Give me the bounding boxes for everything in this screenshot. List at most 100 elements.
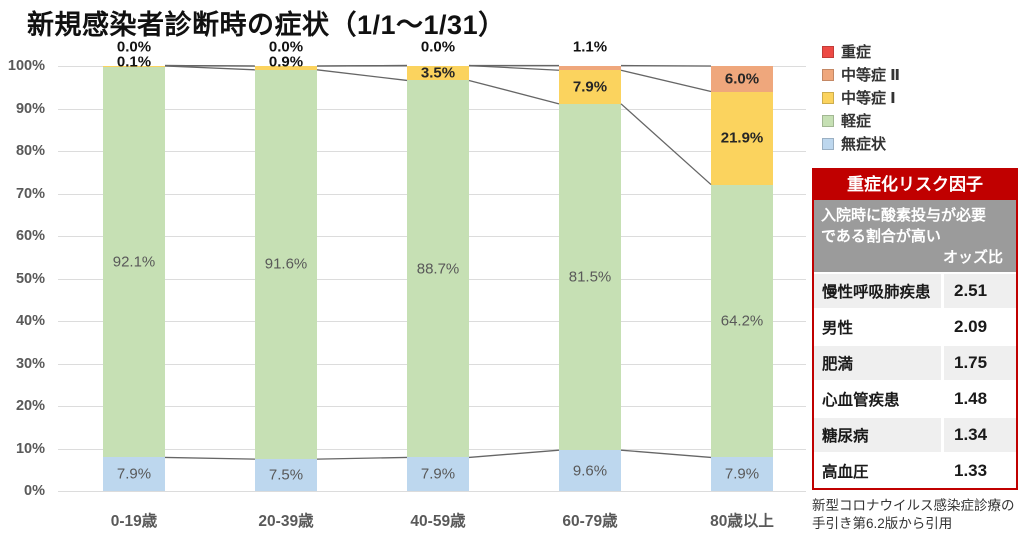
risk-table-row: 心血管疾患 1.48 — [814, 380, 1016, 416]
risk-table-row: 男性 2.09 — [814, 308, 1016, 344]
risk-row-label: 糖尿病 — [814, 418, 944, 452]
chart-title: 新規感染者診断時の症状（1/1～1/31） — [27, 10, 506, 40]
legend-item: 無症状 — [822, 132, 900, 155]
bar-segment — [255, 459, 317, 491]
legend-swatch — [822, 137, 834, 150]
y-axis-tick-label: 60% — [15, 228, 45, 244]
legend-swatch — [822, 45, 834, 58]
x-axis-category-label: 40-59歳 — [410, 513, 466, 530]
segment-value-label: 7.5% — [268, 466, 304, 484]
series-connector-line — [316, 69, 408, 82]
risk-table-note: 入院時に酸素投与が必要である割合が高い オッズ比 — [814, 200, 1016, 272]
legend-item: 中等症 Ⅱ — [822, 63, 900, 86]
risk-row-label: 男性 — [814, 310, 944, 344]
legend-label: 無症状 — [841, 136, 887, 153]
bar-segment — [559, 65, 621, 71]
risk-row-value: 2.51 — [954, 281, 988, 300]
series-connector-line — [316, 456, 408, 460]
y-axis-tick-label: 0% — [24, 483, 45, 499]
risk-row-label: 心血管疾患 — [814, 382, 944, 416]
risk-row-value: 1.48 — [954, 389, 988, 408]
risk-factor-table: 重症化リスク因子 入院時に酸素投与が必要である割合が高い オッズ比 慢性呼吸肺疾… — [812, 168, 1018, 490]
source-note: 新型コロナウイルス感染症診療の 手引き第6.2版から引用 — [812, 497, 1015, 532]
legend-label: 軽症 — [841, 113, 872, 130]
y-axis-tick-label: 90% — [15, 100, 45, 117]
y-axis-tick-label: 70% — [15, 185, 45, 202]
segment-value-label: 88.7% — [416, 260, 460, 278]
bar-segment — [407, 457, 469, 491]
segment-value-label: 64.2% — [720, 312, 764, 330]
risk-table-row: 慢性呼吸肺疾患 2.51 — [814, 272, 1016, 308]
source-note-line1: 新型コロナウイルス感染症診療の — [812, 498, 1015, 513]
bar-segment — [103, 457, 165, 491]
legend-label: 中等症 Ⅱ — [841, 67, 901, 84]
source-note-line2: 手引き第6.2版から引用 — [812, 515, 953, 531]
y-axis-tick-label: 80% — [15, 143, 45, 159]
y-axis-tick-label: 20% — [15, 398, 45, 414]
odds-ratio-header: オッズ比 — [942, 249, 1003, 266]
risk-row-value: 1.33 — [954, 461, 988, 480]
y-axis-tick-label: 100% — [7, 58, 45, 74]
x-axis-category-label: 60-79歳 — [562, 513, 618, 530]
bar-segment — [711, 457, 773, 491]
bar-segment — [559, 103, 621, 451]
above-bar-value-label: 0.9% — [268, 53, 304, 70]
legend-item: 中等症 Ⅰ — [822, 86, 900, 109]
bar-segment — [559, 70, 621, 104]
y-axis-tick-label: 30% — [15, 355, 45, 372]
above-bar-value-label: 0.0% — [116, 38, 152, 56]
series-connector-line — [620, 69, 712, 93]
bar-segment — [255, 69, 317, 460]
segment-value-label: 7.9% — [572, 78, 608, 96]
legend-swatch — [822, 91, 834, 104]
legend-label: 中等症 Ⅰ — [841, 90, 896, 107]
series-connector-line — [164, 456, 256, 460]
risk-table-title: 重症化リスク因子 — [814, 170, 1016, 200]
chart-legend: 重症中等症 Ⅱ 中等症 Ⅰ 軽症無症状 — [822, 40, 900, 155]
above-bar-value-label: 1.1% — [572, 38, 608, 56]
above-bar-value-label: 0.0% — [420, 38, 456, 56]
risk-table-row: 肥満 1.75 — [814, 344, 1016, 380]
segment-value-label: 91.6% — [264, 255, 308, 273]
gridline — [58, 491, 806, 492]
segment-value-label: 81.5% — [568, 268, 612, 286]
risk-table-note-text: 入院時に酸素投与が必要である割合が高い — [821, 207, 987, 245]
segment-value-label: 6.0% — [724, 70, 760, 88]
risk-row-value: 1.75 — [954, 353, 988, 372]
risk-table-row: 糖尿病 1.34 — [814, 416, 1016, 452]
series-connector-line — [620, 103, 712, 186]
legend-item: 軽症 — [822, 109, 900, 132]
segment-value-label: 7.9% — [116, 465, 152, 483]
series-connector-line — [620, 449, 712, 459]
x-axis-category-label: 80歳以上 — [710, 513, 774, 530]
above-bar-value-label: 0.1% — [116, 53, 152, 70]
segment-value-label: 3.5% — [420, 64, 456, 82]
legend-swatch — [822, 68, 834, 81]
risk-row-value: 1.34 — [954, 425, 988, 444]
x-axis-category-label: 0-19歳 — [110, 513, 158, 530]
y-axis-tick-label: 10% — [15, 440, 45, 457]
segment-value-label: 9.6% — [572, 462, 608, 480]
bar-segment — [559, 450, 621, 491]
y-axis-tick-label: 50% — [15, 270, 45, 287]
risk-row-label: 高血圧 — [814, 454, 944, 488]
bar-segment — [103, 66, 165, 458]
above-bar-value-label: 0.0% — [268, 38, 304, 56]
legend-swatch — [822, 114, 834, 127]
bar-segment — [711, 184, 773, 458]
y-axis-tick-label: 40% — [15, 313, 45, 329]
bar-segment — [711, 66, 773, 92]
bar-segment — [407, 65, 469, 81]
risk-table-row: 高血圧 1.33 — [814, 452, 1016, 488]
risk-row-label: 慢性呼吸肺疾患 — [814, 274, 944, 308]
legend-item: 重症 — [822, 40, 900, 63]
risk-table-rows: 慢性呼吸肺疾患 2.51 男性 2.09 肥満 1.75 心血管疾患 1.48 糖尿病 1.34 高… — [814, 272, 1016, 488]
bar-segment — [255, 66, 317, 70]
series-connector-line — [468, 79, 560, 105]
legend-label: 重症 — [841, 44, 872, 61]
risk-row-value: 2.09 — [954, 317, 988, 336]
bar-segment — [407, 80, 469, 458]
series-connector-line — [468, 449, 560, 459]
